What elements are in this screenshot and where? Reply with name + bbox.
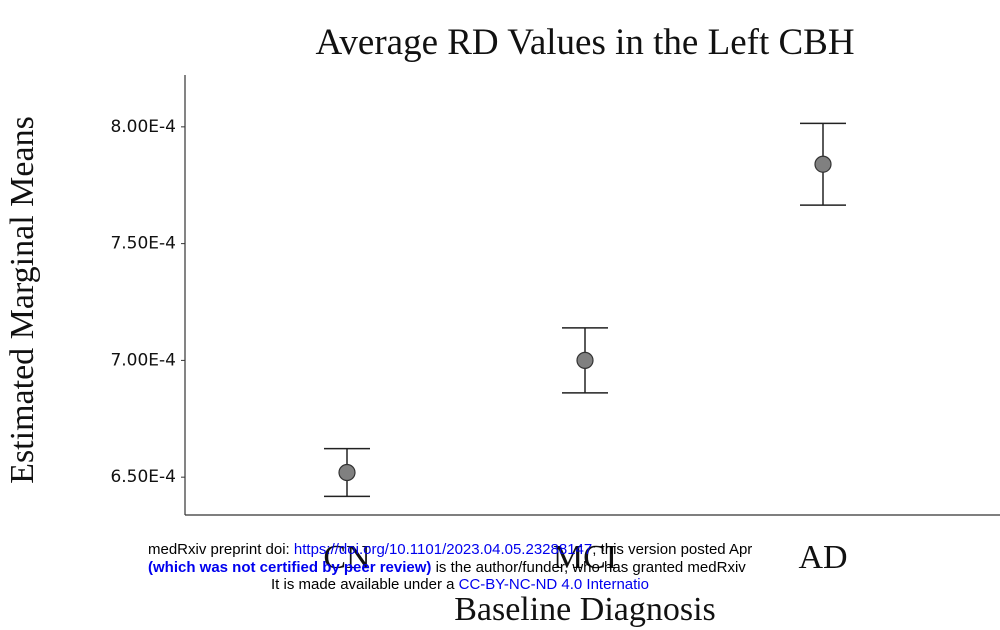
y-tick-label: 8.00E-4 [110,117,176,137]
mean-marker [338,463,356,482]
text: It is made available under a [271,576,459,593]
link[interactable]: CC-BY-NC-ND 4.0 Internatio [458,576,649,593]
mean-marker [814,155,832,173]
x-tick-label: AD [798,539,847,576]
x-tick-label: CN [323,539,370,576]
link[interactable]: https://doi.org/10.1101/2023.04.05.23288… [293,541,593,558]
text: ; this version posted Apr [592,541,753,558]
y-tick-label: 7.00E-4 [110,350,176,370]
y-tick-label: 7.50E-4 [110,234,176,254]
watermark-line: (which was not certified by peer review)… [148,559,746,576]
chart-title: Average RD Values in the Left CBH [315,22,854,63]
watermark-line: medRxiv preprint doi: https://doi.org/10… [148,541,752,558]
text: is the author/funder, who has granted me… [431,559,746,576]
y-axis-title: Estimated Marginal Means [4,116,41,484]
x-axis-title: Baseline Diagnosis [454,591,716,628]
x-tick-label: MCI [553,539,617,576]
text: medRxiv preprint doi: [148,541,294,558]
watermark-line: It is made available under a CC-BY-NC-ND… [271,576,649,593]
text: (which was not certified by peer review) [148,559,432,576]
mean-marker [576,351,594,369]
y-tick-label: 6.50E-4 [110,467,176,487]
